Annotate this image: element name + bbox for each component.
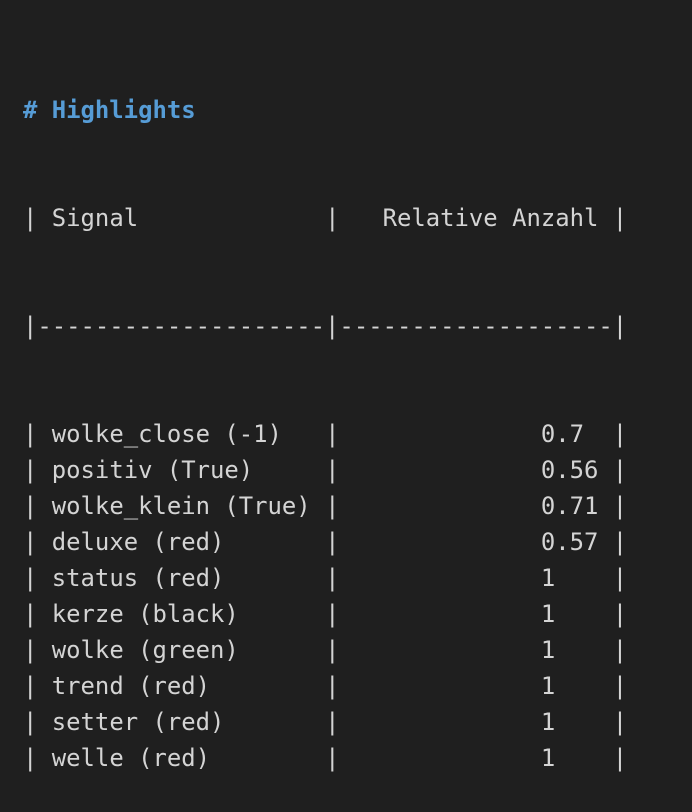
header-signal: Signal: [51, 204, 139, 232]
value-cell: 1: [540, 708, 556, 736]
value-cell: 0.57: [540, 528, 599, 556]
value-cell: 0.71: [540, 492, 599, 520]
table-row: | deluxe (red) | 0.57 |: [23, 528, 628, 556]
value-cell: 0.56: [540, 456, 599, 484]
value-cell: 1: [540, 564, 556, 592]
table-row: | welle (red) | 1 |: [23, 744, 628, 772]
value-cell: 1: [540, 600, 556, 628]
value-cell: 1: [540, 636, 556, 664]
markdown-editor[interactable]: # Highlights | Signal | Relative Anzahl …: [23, 20, 627, 812]
header-relative-anzahl: Relative Anzahl: [382, 204, 599, 232]
value-cell: 0.7: [540, 420, 584, 448]
signal-cell: welle (red): [51, 744, 210, 772]
signal-cell: setter (red): [51, 708, 225, 736]
signal-cell: status (red): [51, 564, 225, 592]
table-row: | status (red) | 1 |: [23, 564, 628, 592]
heading-highlights: # Highlights: [23, 96, 196, 124]
signal-cell: wolke_close (-1): [51, 420, 282, 448]
table-row: | trend (red) | 1 |: [23, 672, 628, 700]
signal-cell: trend (red): [51, 672, 210, 700]
table-header-row: | Signal | Relative Anzahl |: [23, 204, 628, 232]
signal-cell: deluxe (red): [51, 528, 225, 556]
table-row: | positiv (True) | 0.56 |: [23, 456, 628, 484]
table-row: | wolke (green) | 1 |: [23, 636, 628, 664]
table-row: | wolke_close (-1) | 0.7 |: [23, 420, 628, 448]
table-row: | wolke_klein (True) | 0.71 |: [23, 492, 628, 520]
value-cell: 1: [540, 672, 556, 700]
signal-cell: wolke_klein (True): [51, 492, 311, 520]
table-separator-row: |--------------------|------------------…: [23, 312, 628, 340]
signal-cell: wolke (green): [51, 636, 239, 664]
table-row: | setter (red) | 1 |: [23, 708, 628, 736]
signal-cell: positiv (True): [51, 456, 254, 484]
signal-cell: kerze (black): [51, 600, 239, 628]
value-cell: 1: [540, 744, 556, 772]
table-row: | kerze (black) | 1 |: [23, 600, 628, 628]
